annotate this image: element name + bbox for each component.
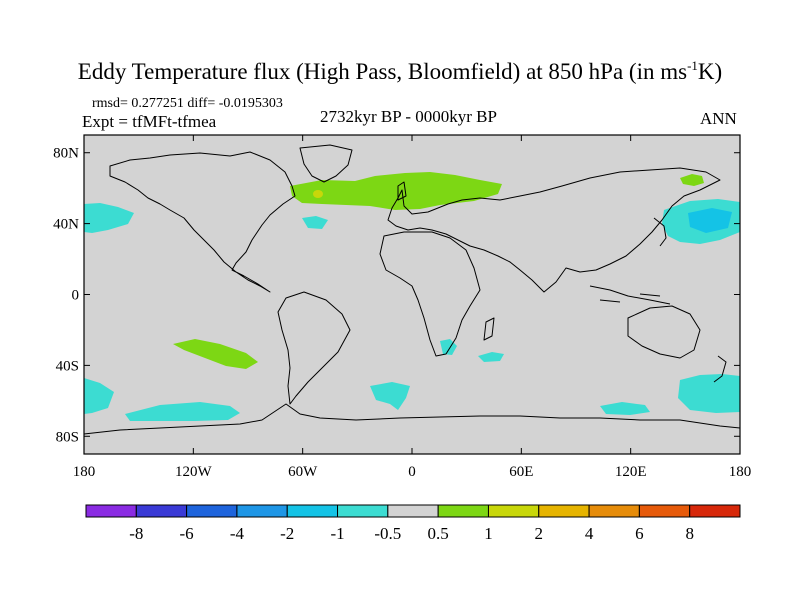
anomaly-patch-indian-ocean [478, 352, 504, 362]
colorbar-swatch-4 [286, 504, 339, 518]
longitude-axis: 180 120W 60W 0 60E 120E 180 [73, 135, 752, 480]
stats-text: rmsd= 0.277251 diff= -0.0195303 [92, 96, 283, 111]
coastline-eurasia [387, 167, 721, 293]
period-label: 2732kyr BP - 0000kyr BP [320, 107, 497, 126]
colorbar-swatch-3 [236, 504, 288, 518]
colorbar-label: -4 [230, 524, 245, 543]
lat-tick-label: 40N [53, 217, 79, 233]
colorbar-label: -0.5 [374, 524, 401, 543]
colorbar-label: 2 [535, 524, 544, 543]
lat-tick-label: 0 [72, 288, 80, 304]
title-unit-end: K) [697, 59, 723, 84]
coastlines [83, 144, 741, 435]
colorbar-swatch-11 [638, 504, 691, 518]
colorbar-swatch-2 [186, 504, 238, 518]
lat-tick-label: 40S [56, 358, 79, 374]
colorbar-swatch-12 [689, 504, 741, 518]
colorbar-swatch-0 [85, 504, 137, 518]
anomaly-patch-north-pacific-west [84, 203, 134, 233]
map-panel: 80N 40N 0 40S 80S 180 120W 60W 0 60E 120E 180 [53, 134, 752, 480]
lon-tick-label: 120W [175, 464, 213, 480]
colorbar-swatch-7 [437, 504, 489, 518]
anomaly-patch-southern-pacific-east [125, 402, 240, 421]
coastline-japan [653, 217, 667, 247]
anomaly-patch-southern-atlantic [370, 382, 410, 410]
colorbar-label: -6 [180, 524, 194, 543]
anomaly-patch-southern-pacific-west [84, 378, 114, 414]
latitude-axis: 80N 40N 0 40S 80S [53, 146, 740, 445]
lat-tick-label: 80S [56, 429, 79, 445]
colorbar-swatch-1 [135, 504, 188, 518]
anomaly-patch-north-pacific-core [688, 208, 732, 233]
anomaly-patch-southern-indian [600, 402, 650, 415]
title-exponent: -1 [687, 58, 698, 73]
colorbar-label: 0.5 [428, 524, 449, 543]
colorbar-swatch-5 [337, 504, 389, 518]
coastline-uk [397, 181, 407, 201]
colorbar-swatch-10 [588, 504, 640, 518]
colorbar-swatch-6 [387, 504, 439, 518]
anomaly-patch-south-pacific [173, 339, 258, 369]
coastline-new-zealand [713, 355, 727, 383]
colorbar-label: -2 [280, 524, 294, 543]
coastline-south-america [277, 291, 351, 405]
experiment-label: Expt = tfMFt-tfmea [82, 112, 217, 131]
colorbar-label: 6 [635, 524, 644, 543]
anomaly-patch-siberia [680, 174, 704, 186]
coastline-north-america [109, 151, 296, 293]
lon-tick-label: 180 [73, 464, 96, 480]
coastline-africa [379, 231, 481, 357]
coastline-antarctica [83, 403, 741, 435]
lon-tick-label: 0 [408, 464, 416, 480]
coastline-australia [627, 305, 701, 359]
lon-tick-label: 60E [509, 464, 533, 480]
colorbar-label: -8 [129, 524, 143, 543]
anomaly-patch-southern-ocean-east [678, 374, 740, 413]
plot-title: Eddy Temperature flux (High Pass, Bloomf… [0, 58, 800, 85]
title-main: Eddy Temperature flux (High Pass, Bloomf… [77, 59, 688, 84]
anomaly-patch-atlantic-core [313, 190, 323, 198]
anomaly-patch-north-atlantic [290, 172, 502, 210]
colorbar-label: 4 [585, 524, 594, 543]
coastline-madagascar [483, 317, 495, 341]
lat-tick-label: 80N [53, 146, 79, 162]
colorbar-label: 8 [685, 524, 694, 543]
colorbar-label: -1 [330, 524, 344, 543]
colorbar-swatch-8 [487, 504, 540, 518]
lon-tick-label: 180 [729, 464, 752, 480]
season-label: ANN [700, 109, 737, 128]
colorbar-swatch-9 [538, 504, 590, 518]
colorbar-label: 1 [484, 524, 493, 543]
coastline-greenland [299, 144, 353, 183]
coastline-maritime-continent [589, 285, 671, 305]
lon-tick-label: 120E [615, 464, 647, 480]
colorbar: -8 -6 -4 -2 -1 -0.5 0.5 1 2 4 6 8 [85, 504, 741, 543]
lon-tick-label: 60W [288, 464, 318, 480]
anomaly-patch-mid-atlantic [302, 216, 328, 229]
anomaly-patches [84, 172, 740, 421]
